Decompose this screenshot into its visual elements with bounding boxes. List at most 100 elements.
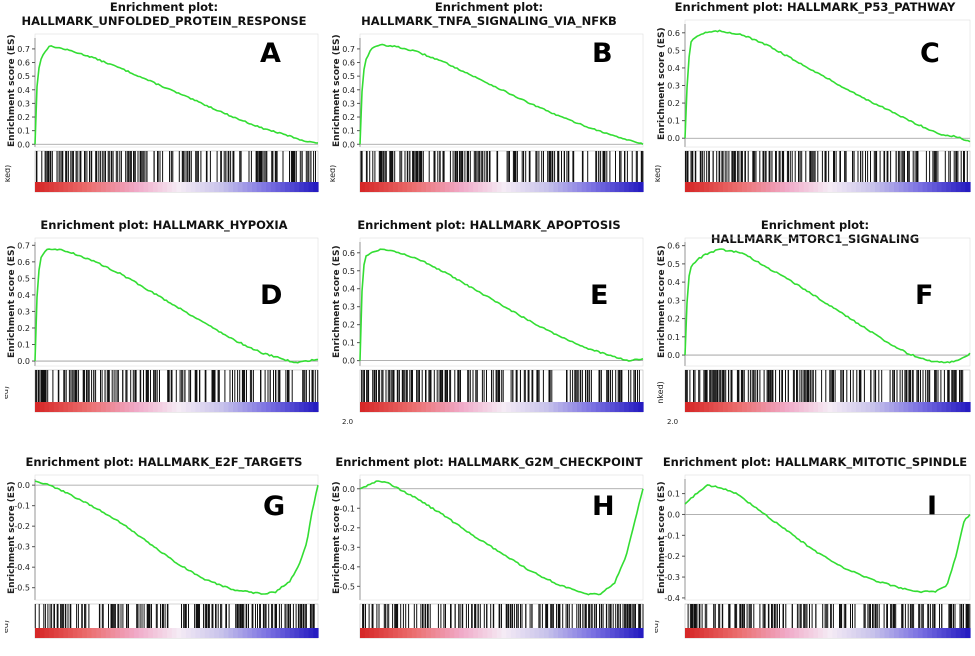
ranked-list-color-cell	[237, 402, 244, 412]
y-tick-label: 0.2	[342, 321, 355, 330]
ranked-list-color-cell	[266, 182, 272, 192]
plot-title: Enrichment plot: HALLMARK_UNFOLDED_PROTE…	[21, 0, 307, 28]
ranked-list-color-cell	[200, 182, 206, 192]
enrichment-plot-svg: 0.0 0.1 0.2 0.3 0.4 0.5 0.6 0.7	[17, 237, 319, 413]
ranked-list-color-cell	[808, 628, 814, 638]
ranked-list-value: 2.0	[667, 418, 679, 426]
y-tick-label: 0.5	[17, 72, 30, 81]
enrichment-panel-d: Enrichment plot: HALLMARK_HYPOXIA Enrichm…	[5, 218, 323, 430]
ranked-list-color-cell	[742, 402, 748, 412]
ranked-list-color-cell	[468, 402, 474, 412]
ranked-list-color-cell	[775, 402, 781, 412]
ranked-list-color-cell	[614, 628, 620, 638]
ranked-list-color-cell	[369, 628, 375, 638]
ranked-list-color-cell	[577, 628, 583, 638]
ranked-list-color-cell	[44, 402, 50, 412]
ranked-list-color-cell	[39, 182, 45, 192]
ranked-list-color-cell	[860, 402, 867, 412]
ranked-list-color-cell	[313, 402, 319, 412]
ranked-list-color-cell	[827, 628, 833, 638]
ranked-list-color-cell	[619, 628, 625, 638]
y-tick-label: 0.6	[17, 258, 30, 267]
ranked-list-color-cell	[727, 182, 734, 192]
ranked-list-color-cell	[430, 628, 437, 638]
plot-title: Enrichment plot: HALLMARK_E2F_TARGETS	[25, 455, 303, 469]
y-tick-label: -0.3	[339, 543, 355, 552]
ranked-list-color-cell	[289, 402, 295, 412]
ranked-list-color-cell	[176, 628, 182, 638]
ranked-list-color-cell	[699, 402, 705, 412]
ranked-list-color-cell	[713, 182, 719, 192]
ranked-list-color-cell	[393, 182, 399, 192]
ranked-list-color-cell	[181, 182, 187, 192]
ranked-list-color-cell	[237, 628, 244, 638]
y-tick-label: 0.5	[17, 274, 30, 283]
ranked-list-color-cell	[708, 628, 715, 638]
ranked-list-color-cell	[190, 628, 196, 638]
ranked-list-color-cell	[794, 628, 800, 638]
ranked-list-color-cell	[407, 182, 413, 192]
y-tick-label: 0.3	[17, 307, 30, 316]
ranked-list-color-cell	[393, 628, 399, 638]
y-tick-label: 0.2	[667, 99, 680, 108]
ranked-list-color-cell	[789, 402, 795, 412]
ranked-list-color-cell	[101, 182, 107, 192]
ranked-list-color-cell	[68, 628, 74, 638]
ranked-list-color-cell	[577, 402, 583, 412]
ranked-list-color-cell	[770, 628, 776, 638]
ranked-list-color-cell	[628, 628, 635, 638]
ranked-list-color-cell	[965, 182, 971, 192]
ranked-list-color-cell	[689, 402, 696, 412]
ranked-list-color-cell	[572, 402, 578, 412]
ranked-list-color-cell	[936, 402, 943, 412]
ranked-list-color-cell	[685, 628, 691, 638]
ranked-list-color-cell	[426, 182, 432, 192]
ranked-list-color-cell	[525, 628, 531, 638]
ranked-list-color-cell	[496, 402, 503, 412]
y-tick-label: 0.3	[342, 99, 355, 108]
ranked-list-color-cell	[58, 182, 64, 192]
ranked-list-color-cell	[247, 628, 253, 638]
y-tick-label: 0.1	[667, 490, 680, 499]
ranked-list-color-cell	[803, 628, 810, 638]
ranked-list-color-cell	[242, 402, 248, 412]
enrichment-panel-a: Enrichment plot: HALLMARK_UNFOLDED_PROTE…	[5, 0, 323, 210]
ranked-list-color-cell	[841, 182, 848, 192]
ranked-list-color-cell	[548, 402, 554, 412]
ranked-list-color-cell	[822, 628, 829, 638]
ranked-list-color-cell	[562, 402, 569, 412]
plot-frame	[34, 237, 319, 367]
ranked-list-color-cell	[614, 402, 620, 412]
ranked-list-color-cell	[875, 402, 881, 412]
ranked-list-color-cell	[908, 402, 914, 412]
ranked-list-color-cell	[562, 628, 569, 638]
ranked-list-color-cell	[501, 628, 507, 638]
ranked-list-color-cell	[529, 628, 536, 638]
ranked-list-color-cell	[308, 182, 314, 192]
ranked-list-color-cell	[72, 402, 78, 412]
ranked-list-color-cell	[946, 402, 952, 412]
plot-frame	[684, 237, 971, 367]
ranked-list-color-cell	[214, 402, 220, 412]
ranked-list-color-cell	[699, 182, 705, 192]
ranked-list-color-cell	[520, 402, 526, 412]
ranked-list-color-cell	[285, 402, 291, 412]
ranked-list-color-cell	[261, 628, 267, 638]
ranked-list-color-cell	[223, 182, 229, 192]
ranked-list-color-cell	[402, 628, 408, 638]
enrichment-score-curve	[34, 45, 319, 145]
ranked-list-color-cell	[459, 182, 465, 192]
enrichment-panel-i: Enrichment plot: HALLMARK_MITOTIC_SPINDL…	[655, 455, 975, 656]
ranked-list-color-cell	[558, 628, 564, 638]
ranked-list-color-cell	[917, 628, 924, 638]
ranked-list-color-cell	[941, 402, 947, 412]
ranked-list-color-cell	[889, 628, 895, 638]
ranked-list-color-cell	[775, 628, 781, 638]
ranked-list-color-cell	[960, 182, 966, 192]
ranked-list-color-cell	[77, 402, 83, 412]
y-tick-label: 0.4	[667, 64, 680, 73]
ranked-list-color-cell	[841, 628, 848, 638]
ranked-list-color-cell	[285, 628, 291, 638]
ranked-list-color-cell	[837, 182, 843, 192]
ranked-list-color-cell	[233, 402, 239, 412]
